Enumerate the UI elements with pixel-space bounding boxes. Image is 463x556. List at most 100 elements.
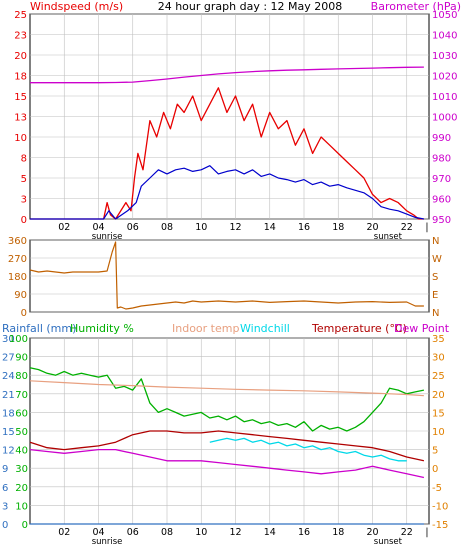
rain-tick: 9 xyxy=(2,464,8,475)
humidity-tick: 40 xyxy=(15,446,28,457)
mid-left-tick: 180 xyxy=(8,272,27,283)
top-hour-label: 20 xyxy=(366,222,378,233)
top-left-tick: 10 xyxy=(14,133,27,144)
top-right-tick: 980 xyxy=(432,154,451,165)
mid-left-tick: 360 xyxy=(8,236,27,247)
mid-left-tick: 270 xyxy=(8,254,27,265)
top-right-tick: 960 xyxy=(432,195,451,206)
humidity-tick: 90 xyxy=(15,353,28,364)
rain-tick: 18 xyxy=(2,408,15,419)
top-right-tick: 970 xyxy=(432,174,451,185)
top-left-tick: 25 xyxy=(14,10,27,21)
top-right-tick: 1020 xyxy=(432,72,457,83)
temp-tick: 35 xyxy=(432,334,445,345)
temp-tick: 5 xyxy=(432,446,438,457)
barometer-axis-label: Barometer (hPa) xyxy=(371,0,461,13)
top-end-hour-tick: | xyxy=(425,222,428,233)
top-left-tick: 18 xyxy=(14,72,27,83)
top-hour-label: 04 xyxy=(92,222,104,233)
top-hour-label: 22 xyxy=(401,222,413,233)
bottom-hour-label: 10 xyxy=(195,527,207,538)
mid-left-tick: 0 xyxy=(21,308,27,319)
humidity-tick: 10 xyxy=(15,501,28,512)
humidity-tick: 50 xyxy=(15,427,28,438)
temp-tick: 15 xyxy=(432,408,445,419)
humidity-tick: 70 xyxy=(15,390,28,401)
humidity-tick: 80 xyxy=(15,371,28,382)
humidity-line xyxy=(29,367,425,432)
top-left-tick: 13 xyxy=(14,113,27,124)
top-hour-label: 06 xyxy=(127,222,139,233)
humidity-tick: 0 xyxy=(22,520,28,531)
temp-tick: 10 xyxy=(432,427,445,438)
top-left-tick: 20 xyxy=(14,51,27,62)
temperature-line xyxy=(29,430,425,462)
mid-right-tick: S xyxy=(432,272,438,283)
bottom-hour-label: 16 xyxy=(298,527,310,538)
mid-right-tick: E xyxy=(432,290,438,301)
bottom-hour-label: 14 xyxy=(264,527,276,538)
rain-tick: 12 xyxy=(2,446,15,457)
top-hour-label: 12 xyxy=(229,222,241,233)
rain-tick: 15 xyxy=(2,427,15,438)
top-right-tick: 1050 xyxy=(432,10,457,21)
humidity-tick: 100 xyxy=(9,334,28,345)
barometer-line xyxy=(30,66,424,84)
chart-title: 24 hour graph day : 12 May 2008 xyxy=(158,0,343,13)
mid-right-tick: N xyxy=(432,308,439,319)
top-hour-label: 08 xyxy=(161,222,173,233)
temp-tick: 25 xyxy=(432,371,445,382)
bottom-hour-label: 18 xyxy=(332,527,344,538)
windspeed-line xyxy=(30,87,424,220)
mid-left-tick: 90 xyxy=(14,290,27,301)
humidity-tick: 20 xyxy=(15,483,28,494)
top-sunset-label: sunset xyxy=(374,232,403,242)
legend-humidity: Humidity % xyxy=(70,322,134,335)
windchill-line xyxy=(209,437,407,462)
top-left-tick: 0 xyxy=(21,215,27,226)
temp-tick: -5 xyxy=(432,483,442,494)
bottom-hour-label: 20 xyxy=(366,527,378,538)
rain-tick: 27 xyxy=(2,353,15,364)
temp-tick: 30 xyxy=(432,353,445,364)
rain-tick: 3 xyxy=(2,501,8,512)
rain-tick: 21 xyxy=(2,390,15,401)
legend-rainfall: Rainfall (mm) xyxy=(2,322,76,335)
top-hour-label: 16 xyxy=(298,222,310,233)
bottom-hour-label: 04 xyxy=(92,527,104,538)
legend-windchill: Windchill xyxy=(240,322,290,335)
top-hour-label: 14 xyxy=(264,222,276,233)
legend-dewpoint: Dew Point xyxy=(394,322,450,335)
bottom-hour-label: 06 xyxy=(127,527,139,538)
rain-tick: 24 xyxy=(2,371,15,382)
legend-temperature: Temperature (°C) xyxy=(311,322,407,335)
top-right-tick: 950 xyxy=(432,215,451,226)
temp-tick: 20 xyxy=(432,390,445,401)
top-left-tick: 15 xyxy=(14,92,27,103)
top-left-tick: 5 xyxy=(21,174,27,185)
bottom-hour-label: 08 xyxy=(161,527,173,538)
top-hour-label: 18 xyxy=(332,222,344,233)
bottom-hour-label: 22 xyxy=(401,527,413,538)
top-right-tick: 1040 xyxy=(432,31,457,42)
top-left-tick: 8 xyxy=(21,154,27,165)
top-sunrise-label: sunrise xyxy=(92,232,123,242)
top-hour-label: 10 xyxy=(195,222,207,233)
temp-tick: -15 xyxy=(432,520,448,531)
top-hour-label: 02 xyxy=(58,222,70,233)
temp-tick: -10 xyxy=(432,501,448,512)
top-left-tick: 23 xyxy=(14,31,27,42)
humidity-tick: 60 xyxy=(15,408,28,419)
rain-tick: 6 xyxy=(2,483,8,494)
top-right-tick: 990 xyxy=(432,133,451,144)
top-right-tick: 1010 xyxy=(432,92,457,103)
dew-point-line xyxy=(29,448,425,479)
bottom-sunrise-label: sunrise xyxy=(92,537,123,547)
windspeed-axis-label: Windspeed (m/s) xyxy=(30,0,123,13)
indoor-temp-line xyxy=(29,380,424,397)
top-right-tick: 1000 xyxy=(432,113,457,124)
temp-tick: 0 xyxy=(432,464,438,475)
legend-indoortemp: Indoor temp xyxy=(172,322,239,335)
rain-tick: 0 xyxy=(2,520,8,531)
